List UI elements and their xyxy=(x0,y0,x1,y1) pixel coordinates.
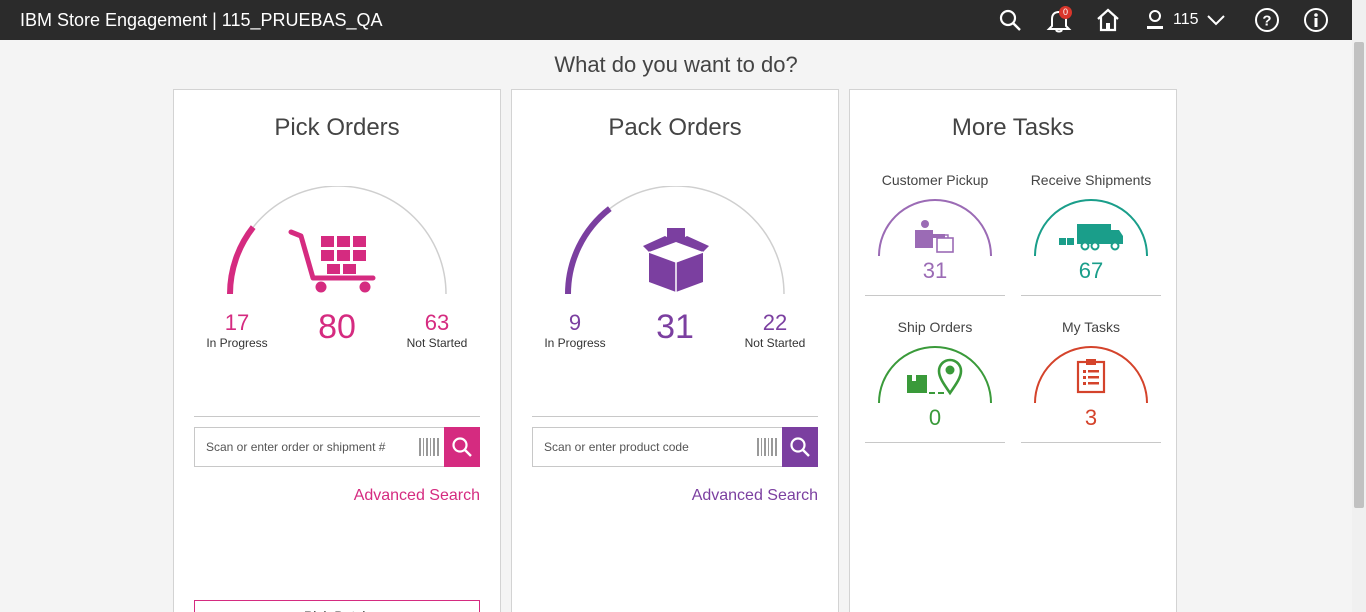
svg-text:?: ? xyxy=(1262,13,1271,30)
barcode-scan-icon[interactable] xyxy=(757,438,777,456)
task-ship-orders[interactable]: Ship Orders 0 xyxy=(865,319,1005,455)
shopping-cart-icon xyxy=(288,229,376,293)
ship-location-icon xyxy=(907,358,963,396)
customer-pickup-icon xyxy=(915,220,954,253)
home-icon[interactable] xyxy=(1093,6,1123,34)
task-label: Receive Shipments xyxy=(1030,172,1152,188)
pick-search-box xyxy=(194,427,480,467)
divider xyxy=(1021,442,1161,443)
pick-orders-title: Pick Orders xyxy=(274,114,400,141)
app-header: IBM Store Engagement | 115_PRUEBAS_QA 0 … xyxy=(0,0,1352,40)
pick-search-input[interactable] xyxy=(195,428,415,466)
package-icon xyxy=(643,228,709,292)
customer-pickup-arc xyxy=(878,199,992,257)
page-headline: What do you want to do? xyxy=(554,52,798,77)
pack-orders-card: Pack Orders 9 In Progress 31 22 Not Star… xyxy=(511,89,839,612)
pick-search-button[interactable] xyxy=(444,427,480,467)
user-menu[interactable]: 115 xyxy=(1145,6,1225,34)
app-title: IBM Store Engagement | 115_PRUEBAS_QA xyxy=(20,10,383,30)
receive-shipments-arc xyxy=(1034,199,1148,257)
clipboard-icon xyxy=(1076,359,1106,394)
pack-search-input[interactable] xyxy=(533,428,753,466)
search-icon[interactable] xyxy=(995,6,1025,34)
pack-in-progress-count[interactable]: 9 xyxy=(568,310,582,335)
task-count: 31 xyxy=(922,258,948,283)
task-label: Ship Orders xyxy=(897,319,973,335)
divider xyxy=(865,442,1005,443)
chevron-down-icon xyxy=(1206,15,1225,26)
pick-not-started-label: Not Started xyxy=(406,336,468,350)
search-icon xyxy=(790,437,810,457)
pack-orders-gauge xyxy=(565,186,785,295)
pick-batch-button[interactable]: Pick Batch xyxy=(194,600,480,612)
user-store-label: 115 xyxy=(1173,11,1199,28)
more-tasks-title: More Tasks xyxy=(951,114,1075,141)
task-count: 0 xyxy=(928,405,942,430)
pick-orders-gauge xyxy=(227,186,447,295)
pack-not-started-label: Not Started xyxy=(744,336,806,350)
divider xyxy=(1021,295,1161,296)
info-icon[interactable] xyxy=(1301,6,1331,34)
scrollbar-thumb[interactable] xyxy=(1354,42,1364,508)
barcode-scan-icon[interactable] xyxy=(419,438,439,456)
task-count: 67 xyxy=(1078,258,1104,283)
task-count: 3 xyxy=(1084,405,1098,430)
pack-search-button[interactable] xyxy=(782,427,818,467)
pack-in-progress-label: In Progress xyxy=(544,336,606,350)
pack-search-box xyxy=(532,427,818,467)
more-tasks-card: More Tasks Customer Pickup 31 Receive Sh… xyxy=(849,89,1177,612)
task-label: Customer Pickup xyxy=(881,172,989,188)
divider xyxy=(865,295,1005,296)
notifications-button[interactable]: 0 xyxy=(1044,6,1074,34)
help-icon[interactable]: ? xyxy=(1252,6,1282,34)
my-tasks-arc xyxy=(1034,346,1148,404)
pick-not-started-count[interactable]: 63 xyxy=(424,310,450,335)
pick-orders-card: Pick Orders 17 In Progress 80 63 Not Sta… xyxy=(173,89,501,612)
pick-progress-arc xyxy=(227,225,256,295)
notification-badge: 0 xyxy=(1059,6,1072,19)
pack-advanced-search-link[interactable]: Advanced Search xyxy=(691,487,818,504)
search-icon xyxy=(452,437,472,457)
truck-icon xyxy=(1059,224,1123,251)
task-my-tasks[interactable]: My Tasks 3 xyxy=(1021,319,1161,455)
divider xyxy=(194,416,480,417)
divider xyxy=(532,416,818,417)
ship-orders-arc xyxy=(878,346,992,404)
task-customer-pickup[interactable]: Customer Pickup 31 xyxy=(865,172,1005,308)
pick-advanced-search-link[interactable]: Advanced Search xyxy=(353,487,480,504)
pack-progress-arc xyxy=(565,206,612,295)
user-icon xyxy=(1147,10,1163,29)
task-label: My Tasks xyxy=(1061,319,1121,335)
pick-total-count[interactable]: 80 xyxy=(318,308,356,346)
pack-not-started-count[interactable]: 22 xyxy=(762,310,788,335)
pick-in-progress-count[interactable]: 17 xyxy=(224,310,250,335)
pack-orders-title: Pack Orders xyxy=(608,114,742,141)
task-receive-shipments[interactable]: Receive Shipments 67 xyxy=(1021,172,1161,308)
pick-in-progress-label: In Progress xyxy=(206,336,268,350)
pack-total-count[interactable]: 31 xyxy=(656,308,694,346)
